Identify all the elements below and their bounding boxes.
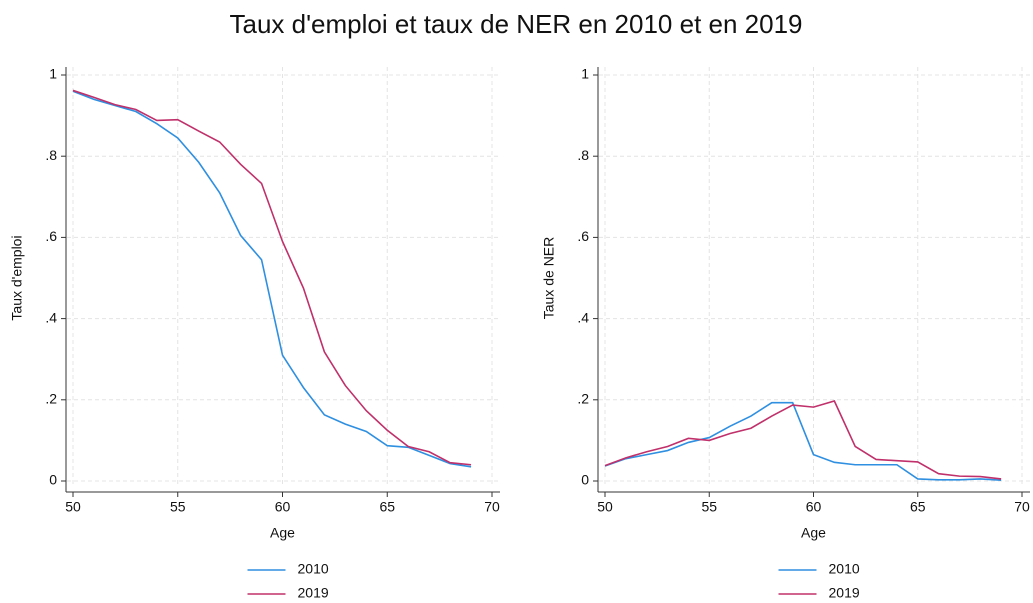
y-tick-label: 0 [581, 472, 589, 488]
y-axis-label: Taux de NER [541, 237, 557, 319]
y-tick-label: .6 [577, 228, 589, 244]
x-tick-label: 65 [379, 499, 395, 515]
y-tick-label: .2 [577, 391, 589, 407]
legend-label: 2010 [298, 561, 329, 577]
y-tick-label: .6 [45, 228, 57, 244]
x-tick-label: 55 [701, 499, 717, 515]
y-tick-label: .8 [577, 147, 589, 163]
y-tick-label: .4 [577, 309, 589, 325]
x-tick-label: 55 [170, 499, 186, 515]
y-tick-label: .8 [45, 147, 57, 163]
line-series [604, 400, 1002, 480]
x-tick-label: 50 [597, 499, 613, 515]
x-tick-label: 70 [484, 499, 500, 515]
legend-label: 2019 [829, 585, 860, 601]
legend-label: 2019 [298, 585, 329, 601]
x-tick-label: 65 [910, 499, 926, 515]
y-tick-label: 1 [581, 66, 589, 82]
x-axis-label: Age [270, 525, 295, 541]
x-axis-label: Age [801, 525, 826, 541]
line-series [72, 89, 472, 466]
figure-title: Taux d'emploi et taux de NER en 2010 et … [229, 9, 802, 39]
y-tick-label: 1 [49, 66, 57, 82]
y-axis-label: Taux d'emploi [9, 235, 25, 320]
legend-label: 2010 [829, 561, 860, 577]
x-tick-label: 70 [1014, 499, 1030, 515]
y-tick-label: 0 [49, 472, 57, 488]
line-series [604, 401, 1002, 481]
x-tick-label: 50 [65, 499, 81, 515]
x-tick-label: 60 [806, 499, 822, 515]
y-tick-label: .4 [45, 309, 57, 325]
x-tick-label: 60 [275, 499, 291, 515]
line-series [72, 90, 472, 468]
y-tick-label: .2 [45, 391, 57, 407]
